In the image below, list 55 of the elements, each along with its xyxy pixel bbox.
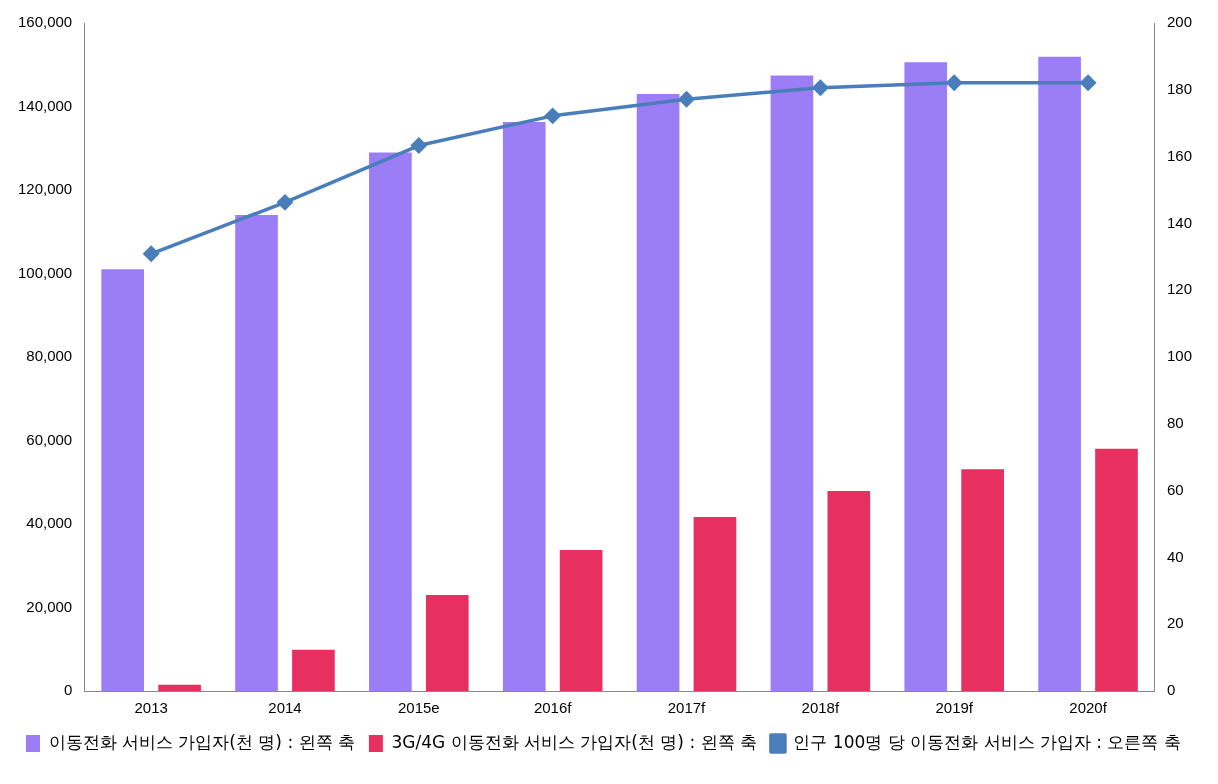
- y2-tick-label: 140: [1166, 213, 1192, 231]
- y-tick-label: 140,000: [17, 96, 73, 114]
- y-tick-label: 60,000: [26, 430, 73, 448]
- y2-tick-label: 60: [1166, 480, 1184, 498]
- point: [544, 108, 561, 124]
- x-tick-label: 2016f: [533, 699, 573, 717]
- x-tick-label: 2013: [134, 699, 168, 717]
- legend-label: 인구 100명 당 이동전화 서비스 가입자 : 오른쪽 축: [793, 731, 1181, 752]
- y2-tick-label: 40: [1166, 547, 1184, 565]
- bar: [101, 269, 145, 691]
- y-tick-label: 80,000: [26, 347, 73, 365]
- bar: [235, 215, 278, 691]
- x-tick-label: 2020f: [1069, 699, 1108, 717]
- y-tick-label: 40,000: [26, 514, 73, 532]
- point: [678, 91, 695, 107]
- y2-tick-label: 120: [1166, 280, 1192, 298]
- bar: [369, 152, 412, 691]
- y-tick-label: 120,000: [17, 180, 73, 198]
- bar: [1095, 448, 1138, 691]
- bar: [1038, 56, 1081, 691]
- bar: [961, 469, 1004, 691]
- point: [277, 194, 293, 211]
- bar: [904, 62, 948, 691]
- bar: [693, 516, 737, 691]
- x-tick-label: 2017f: [667, 699, 707, 717]
- bar: [636, 93, 680, 691]
- y2-tick-label: 200: [1166, 13, 1192, 31]
- legend-label: 3G/4G 이동전화 서비스 가입자(천 명) : 왼쪽 축: [391, 731, 757, 752]
- bar: [292, 649, 335, 691]
- point: [946, 75, 962, 91]
- bar: [827, 491, 871, 691]
- y2-tick-label: 160: [1166, 146, 1192, 164]
- bar: [502, 121, 546, 691]
- point: [411, 137, 427, 154]
- y-tick-label: 160,000: [17, 13, 73, 31]
- legend-label: 이동전화 서비스 가입자(천 명) : 왼쪽 축: [48, 731, 355, 752]
- y2-tick-label: 180: [1166, 79, 1192, 97]
- bar: [770, 75, 814, 691]
- y-tick-label: 0: [63, 681, 73, 699]
- x-tick-label: 2014: [268, 699, 302, 717]
- x-tick-label: 2015e: [397, 699, 440, 717]
- bar: [559, 549, 603, 691]
- bar: [158, 684, 201, 691]
- bar: [425, 594, 469, 691]
- y2-tick-label: 0: [1166, 681, 1176, 699]
- point: [1080, 75, 1096, 91]
- point: [812, 80, 829, 96]
- x-tick-label: 2019f: [935, 699, 974, 717]
- y-tick-label: 100,000: [17, 263, 73, 281]
- x-tick-label: 2018f: [801, 699, 840, 717]
- y2-tick-label: 100: [1166, 347, 1192, 365]
- y2-tick-label: 20: [1166, 614, 1184, 632]
- y2-tick-label: 80: [1166, 413, 1184, 431]
- point: [143, 246, 159, 262]
- y-tick-label: 20,000: [26, 597, 73, 615]
